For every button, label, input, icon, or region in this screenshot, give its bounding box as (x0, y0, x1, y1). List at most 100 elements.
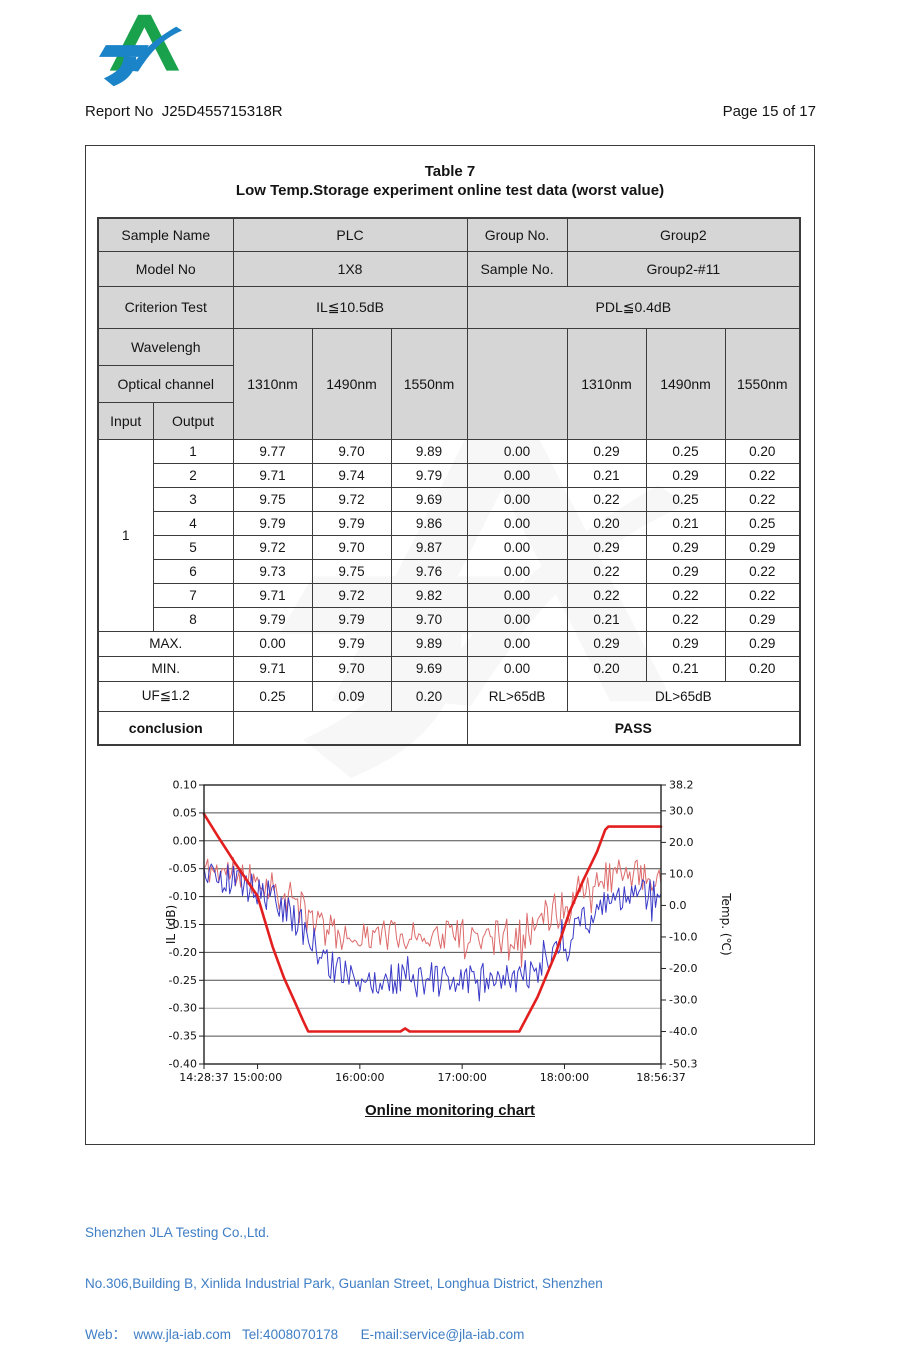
table-row: Sample Name PLC Group No. Group2 (97, 217, 801, 252)
chart-caption: Online monitoring chart (364, 1102, 535, 1119)
chart-wrap: 0.10 0.05 0.00 -0.05 -0.10 -0.15 -0.20 -0.25 -0.… (164, 773, 814, 1096)
table-cell: Input (97, 401, 154, 440)
table-cell: 0.20 (724, 438, 801, 464)
table-cell: 0.21 (566, 606, 647, 632)
table-cell: 9.73 (232, 558, 313, 584)
table-cell: 0.00 (232, 630, 313, 657)
table-cell: 9.72 (311, 486, 392, 512)
table-cell: Wavelengh (97, 327, 234, 366)
table-cell: 0.22 (645, 582, 726, 608)
table-cell: Sample No. (466, 250, 568, 287)
table-cell: 0.29 (566, 438, 647, 464)
table-cell: 9.70 (390, 606, 468, 632)
table-cell: 9.89 (390, 630, 468, 657)
table-cell (466, 327, 568, 440)
table-cell: Sample Name (97, 217, 234, 252)
il-blue-channel-line (203, 863, 662, 1002)
jla-logo-icon (99, 14, 183, 87)
logo-blue-bar (99, 45, 149, 57)
table-cell: 0.22 (724, 462, 801, 488)
table-cell: 1X8 (232, 250, 468, 287)
table-cell: 9.71 (232, 462, 313, 488)
table-cell: 9.71 (232, 582, 313, 608)
svg-text:-20.0: -20.0 (669, 962, 697, 975)
table-cell: UF≦1.2 (97, 680, 234, 712)
page-number: Page 15 of 17 (722, 103, 816, 120)
table-cell: MAX. (97, 630, 234, 657)
table-cell: 0.29 (645, 558, 726, 584)
table-cell: MIN. (97, 655, 234, 682)
table-cell: 9.70 (311, 534, 392, 560)
table-cell: 0.00 (466, 534, 568, 560)
svg-text:-0.20: -0.20 (169, 946, 197, 959)
table-cell: 0.00 (466, 558, 568, 584)
table-cell: 9.79 (311, 630, 392, 657)
table-cell: 1 (97, 438, 154, 632)
footer: Shenzhen JLA Testing Co.,Ltd. No.306,Bui… (85, 1190, 603, 1360)
table-cell: 9.76 (390, 558, 468, 584)
table-row: 1 1 9.77 9.70 9.89 0.00 0.29 0.25 0.20 (97, 438, 801, 632)
footer-contact: Web： www.jla-iab.com Tel:4008070178 E-ma… (85, 1327, 525, 1342)
table-cell: 9.77 (232, 438, 313, 464)
table-cell: Model No (97, 250, 234, 287)
table-cell: 9.72 (232, 534, 313, 560)
table-cell: 0.29 (645, 462, 726, 488)
table-row: 3 9.75 9.72 9.69 0.00 0.22 0.25 0.22 (98, 486, 801, 512)
table-cell: 8 (152, 606, 234, 632)
online-monitoring-chart: 0.10 0.05 0.00 -0.05 -0.10 -0.15 -0.20 -0.25 -0.… (164, 779, 733, 1085)
svg-text:0.10: 0.10 (173, 779, 198, 792)
table-cell: 1550nm (724, 327, 801, 440)
left-axis-label: IL (dB) (166, 905, 178, 944)
table-cell: Group2 (566, 217, 801, 252)
table-cell: Group No. (466, 217, 568, 252)
chart-axes: 0.10 0.05 0.00 -0.05 -0.10 -0.15 -0.20 -0.25 -0.… (164, 779, 733, 1085)
table-cell: 0.22 (645, 606, 726, 632)
svg-text:-50.3: -50.3 (669, 1058, 697, 1071)
table-cell: 0.25 (645, 438, 726, 464)
table-cell: 9.79 (390, 462, 468, 488)
footer-company: Shenzhen JLA Testing Co.,Ltd. (85, 1225, 270, 1240)
svg-text:-0.25: -0.25 (169, 974, 197, 987)
table-cell: PASS (466, 710, 801, 746)
chart-gridlines (204, 812, 661, 1037)
svg-text:0.00: 0.00 (173, 834, 198, 847)
table-cell: 0.25 (724, 510, 801, 536)
table-cell: 0.25 (232, 680, 313, 712)
table-cell: 9.79 (232, 510, 313, 536)
table-cell: IL≦10.5dB (232, 285, 468, 329)
table-row: conclusion PASS (97, 710, 801, 746)
logo-blue-swoosh (128, 26, 183, 72)
table-cell: PDL≦0.4dB (466, 285, 801, 329)
table-cell: RL>65dB (466, 680, 568, 712)
chart-series (202, 812, 663, 1033)
table-subtitle: Low Temp.Storage experiment online test … (235, 182, 665, 199)
table-cell: 1310nm (566, 327, 647, 440)
table-row: 7 9.71 9.72 9.82 0.00 0.22 0.22 0.22 (98, 582, 801, 608)
table-cell: 0.29 (724, 630, 801, 657)
table-cell: 0.29 (645, 630, 726, 657)
plot-border (203, 784, 662, 1065)
table-cell: 9.75 (311, 558, 392, 584)
svg-text:14:28:37: 14:28:37 (179, 1071, 228, 1084)
table-cell: 6 (152, 558, 234, 584)
table-cell: 9.86 (390, 510, 468, 536)
table-cell: 9.79 (311, 606, 392, 632)
table-cell: 9.75 (232, 486, 313, 512)
table-cell: 0.00 (466, 462, 568, 488)
table-cell: 9.82 (390, 582, 468, 608)
table-cell: 0.29 (645, 534, 726, 560)
table-cell: 9.70 (311, 655, 392, 682)
svg-text:-0.35: -0.35 (169, 1030, 197, 1043)
table-cell: 9.87 (390, 534, 468, 560)
table-cell: 4 (152, 510, 234, 536)
report-number: Report No J25D455715318R (85, 103, 283, 120)
table-cell: Optical channel (97, 364, 234, 403)
right-axis-label: Temp. (℃) (719, 892, 733, 955)
svg-text:-0.15: -0.15 (169, 918, 197, 931)
table-row: 6 9.73 9.75 9.76 0.00 0.22 0.29 0.22 (98, 558, 801, 584)
svg-text:-0.30: -0.30 (169, 1002, 197, 1015)
table-cell: 1310nm (232, 327, 313, 440)
svg-text:17:00:00: 17:00:00 (437, 1071, 486, 1084)
table-cell: 9.70 (311, 438, 392, 464)
svg-text:38.2: 38.2 (669, 779, 694, 792)
